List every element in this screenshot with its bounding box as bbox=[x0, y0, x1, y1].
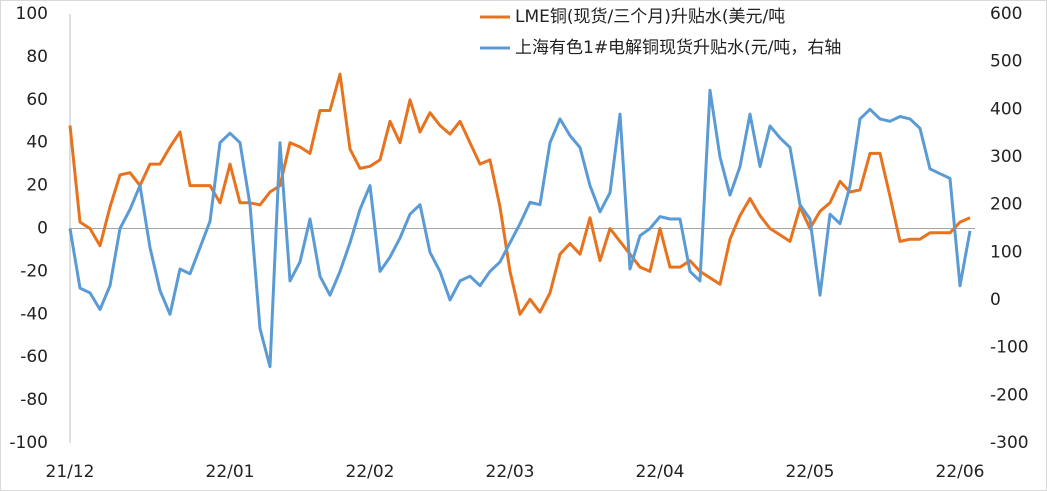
y2-tick-label: 100 bbox=[990, 242, 1022, 262]
y2-tick-label: 200 bbox=[990, 195, 1022, 215]
x-tick-label: 22/04 bbox=[636, 462, 685, 482]
x-tick-label: 22/01 bbox=[206, 462, 255, 482]
y-tick-label: -40 bbox=[20, 304, 48, 324]
y-tick-label: 100 bbox=[16, 4, 48, 24]
x-tick-label: 22/05 bbox=[786, 462, 835, 482]
y2-tick-label: -100 bbox=[990, 338, 1029, 358]
legend-label: LME铜(现货/三个月)升贴水(美元/吨 bbox=[515, 7, 785, 27]
x-tick-label: 21/12 bbox=[46, 462, 95, 482]
series-line bbox=[68, 88, 972, 369]
x-tick-label: 22/06 bbox=[936, 462, 985, 482]
y2-tick-label: 300 bbox=[990, 147, 1022, 167]
y2-tick-label: 400 bbox=[990, 99, 1022, 119]
y-tick-label: 80 bbox=[26, 47, 48, 67]
y-tick-label: -60 bbox=[20, 347, 48, 367]
y2-tick-label: 600 bbox=[990, 4, 1022, 24]
series-line bbox=[68, 72, 971, 316]
y-tick-label: -20 bbox=[20, 261, 48, 281]
legend-label: 上海有色1#电解铜现货升贴水(元/吨，右轴 bbox=[515, 38, 841, 58]
y-tick-label: -80 bbox=[20, 390, 48, 410]
y2-tick-label: 500 bbox=[990, 52, 1022, 72]
x-tick-label: 22/03 bbox=[486, 462, 535, 482]
y-tick-label: -100 bbox=[9, 433, 48, 453]
y-tick-label: 20 bbox=[26, 176, 48, 196]
y2-tick-label: -300 bbox=[990, 433, 1029, 453]
y-tick-label: 0 bbox=[37, 219, 48, 239]
x-tick-label: 22/02 bbox=[346, 462, 395, 482]
y2-tick-label: -200 bbox=[990, 385, 1029, 405]
y-tick-label: 60 bbox=[26, 90, 48, 110]
y-tick-label: 40 bbox=[26, 133, 48, 153]
y2-tick-label: 0 bbox=[990, 290, 1001, 310]
